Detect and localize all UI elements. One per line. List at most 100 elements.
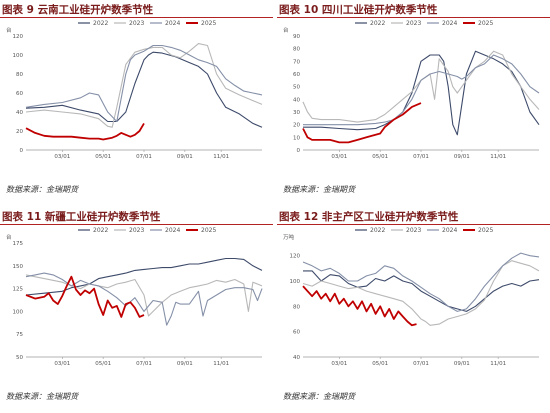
chart-non-main-regions: 2022 2023 2024 2025 万吨 40 60 80 100 120 03/01 05/01… [283,227,540,367]
y-tick-label: 150 [13,264,24,270]
x-tick-label: 05/01 [95,154,111,160]
y-tick-label: 70 [293,59,300,65]
x-tick-label: 05/01 [95,361,111,367]
chart-title: 图表 12 非主产区工业硅开炉数季节性 [279,211,459,223]
y-tick-label: 60 [293,330,300,336]
chart-title: 图表 11 新疆工业硅开炉数季节性 [2,211,161,223]
y-tick-label: 0 [297,148,301,154]
y-tick-label: 120 [290,254,301,260]
title-rule [277,17,550,18]
chart-title: 图表 10 四川工业硅开炉数季节性 [279,4,438,16]
chart-source: 数据来源：金瑞期货 [6,392,78,401]
x-tick-label: 07/01 [413,154,429,160]
y-tick-label: 50 [293,85,300,91]
legend-label-2022: 2022 [93,20,108,27]
chart-xinjiang: 2022 2023 2024 2025 台 50 75 100 125 150 175 03/01 05… [6,227,263,367]
series-line-2023 [302,260,540,326]
x-tick-label: 07/01 [136,361,152,367]
legend-label-2025: 2025 [478,227,493,234]
x-tick-label: 05/01 [372,154,388,160]
x-tick-label: 09/01 [454,154,470,160]
x-tick-label: 11/01 [213,154,229,160]
y-tick-label: 50 [16,355,23,361]
chart-source: 数据来源：金瑞期货 [283,185,355,194]
x-tick-label: 05/01 [372,361,388,367]
x-tick-label: 07/01 [136,154,152,160]
legend-label-2023: 2023 [129,20,144,27]
series-line-2024 [25,272,263,326]
legend-label-2024: 2024 [165,20,180,27]
legend-label-2025: 2025 [201,227,216,234]
legend-label-2023: 2023 [129,227,144,234]
series-line-2023 [302,50,540,123]
legend-label-2024: 2024 [442,227,457,234]
y-tick-label: 80 [293,47,300,53]
series-line-2022 [25,257,263,296]
series-line-2022 [303,50,540,136]
series-line-2025 [302,102,422,144]
series-line-2024 [25,44,263,123]
title-rule [0,224,273,225]
series-line-2022 [25,51,263,128]
legend-label-2023: 2023 [406,227,421,234]
chart-panel-non-main-regions: 图表 12 非主产区工业硅开炉数季节性 2022 2023 2024 2025 万吨 40… [277,207,550,413]
y-unit-label: 台 [6,233,12,241]
y-tick-label: 40 [293,355,300,361]
y-unit-label: 万吨 [283,233,295,241]
legend-label-2025: 2025 [478,20,493,27]
chart-panel-sichuan: 图表 10 四川工业硅开炉数季节性 2022 2023 2024 2025 台 0 10 20… [277,0,550,206]
y-tick-label: 60 [16,91,23,97]
series-line-2022 [303,270,540,312]
y-tick-label: 125 [13,287,24,293]
series-line-2024 [303,54,540,126]
y-tick-label: 90 [293,34,300,40]
y-tick-label: 100 [13,309,24,315]
series-line-2025 [25,275,145,318]
y-tick-label: 60 [293,72,300,78]
x-tick-label: 07/01 [413,361,429,367]
y-tick-label: 80 [293,304,300,310]
chart-yunnan: 2022 2023 2024 2025 台 0 20 40 60 80 100 120 03/01 05/… [6,20,263,160]
x-tick-label: 03/01 [54,154,70,160]
series-line-2025 [25,122,145,141]
y-tick-label: 20 [16,129,23,135]
title-rule [277,224,550,225]
series-line-2024 [302,252,540,312]
y-tick-label: 75 [16,332,23,338]
legend-label-2023: 2023 [406,20,421,27]
legend-label-2024: 2024 [165,227,180,234]
legend-label-2025: 2025 [201,20,216,27]
y-tick-label: 80 [16,72,23,78]
x-tick-label: 11/01 [213,361,229,367]
y-tick-label: 175 [13,241,24,247]
x-tick-label: 09/01 [177,361,193,367]
y-tick-label: 0 [20,148,24,154]
x-tick-label: 03/01 [331,154,347,160]
y-tick-label: 10 [293,135,300,141]
series-line-2023 [25,43,263,128]
x-tick-label: 11/01 [490,154,506,160]
title-rule [0,17,273,18]
chart-source: 数据来源：金瑞期货 [283,392,355,401]
x-tick-label: 03/01 [331,361,347,367]
chart-panel-xinjiang: 图表 11 新疆工业硅开炉数季节性 2022 2023 2024 2025 台 50 75 1… [0,207,273,413]
legend-label-2024: 2024 [442,20,457,27]
chart-panel-yunnan: 图表 9 云南工业硅开炉数季节性 2022 2023 2024 2025 台 0 20 40 6… [0,0,273,206]
y-tick-label: 100 [290,279,301,285]
y-tick-label: 100 [13,53,24,59]
y-tick-label: 20 [293,123,300,129]
y-tick-label: 120 [13,34,24,40]
x-tick-label: 09/01 [177,154,193,160]
y-tick-label: 40 [293,97,300,103]
x-tick-label: 09/01 [454,361,470,367]
y-tick-label: 40 [16,110,23,116]
x-tick-label: 11/01 [490,361,506,367]
chart-sichuan: 2022 2023 2024 2025 台 0 10 20 30 40 50 60 70 80 90 03/0… [283,20,540,160]
chart-source: 数据来源：金瑞期货 [6,185,78,194]
y-tick-label: 30 [293,110,300,116]
series-line-2023 [25,274,263,317]
legend-label-2022: 2022 [370,20,385,27]
series-line-2025 [302,285,417,327]
legend-label-2022: 2022 [370,227,385,234]
y-unit-label: 台 [283,26,289,34]
